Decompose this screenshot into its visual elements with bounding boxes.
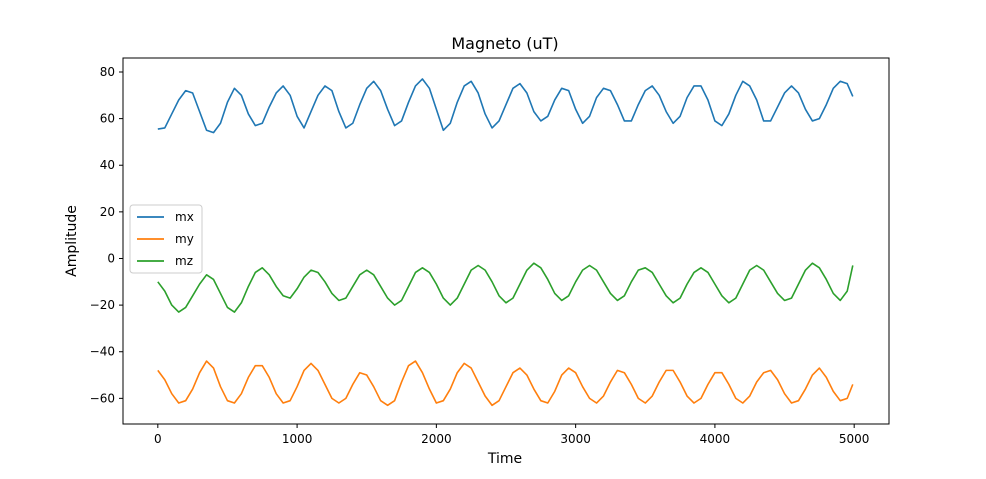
x-axis-label: Time	[487, 451, 522, 467]
chart-title: Magneto (uT)	[451, 34, 558, 53]
y-tick-label: 40	[100, 158, 115, 172]
x-tick-label: 2000	[421, 432, 452, 446]
y-tick-layer: −60 −40 −20 0 20 40 60 80	[90, 65, 123, 405]
y-tick-label: −40	[90, 345, 115, 359]
y-tick-label: 80	[100, 65, 115, 79]
x-tick-label: 0	[154, 432, 162, 446]
x-tick-layer: 0 1000 2000 3000 4000 5000	[154, 424, 869, 446]
x-tick-label: 4000	[700, 432, 731, 446]
y-tick-label: −60	[90, 391, 115, 405]
y-tick-label: 60	[100, 112, 115, 126]
series-line-my	[157, 360, 854, 407]
legend-label-mz: mz	[175, 254, 193, 268]
x-tick-label: 3000	[560, 432, 591, 446]
x-tick-label: 5000	[839, 432, 870, 446]
legend-label-mx: mx	[175, 210, 194, 224]
y-tick-label: 0	[107, 251, 115, 265]
series-layer	[157, 78, 854, 407]
legend-label-my: my	[175, 232, 194, 246]
legend-box	[129, 204, 203, 274]
legend-items: mx my mz	[137, 210, 194, 268]
x-tick-label: 1000	[282, 432, 313, 446]
y-tick-label: −20	[90, 298, 115, 312]
y-axis-label: Amplitude	[64, 205, 80, 277]
series-line-mx	[157, 78, 854, 134]
plot-frame	[122, 57, 890, 425]
legend: mx my mz	[129, 204, 203, 274]
y-tick-label: 20	[100, 205, 115, 219]
series-line-mz	[157, 262, 854, 313]
